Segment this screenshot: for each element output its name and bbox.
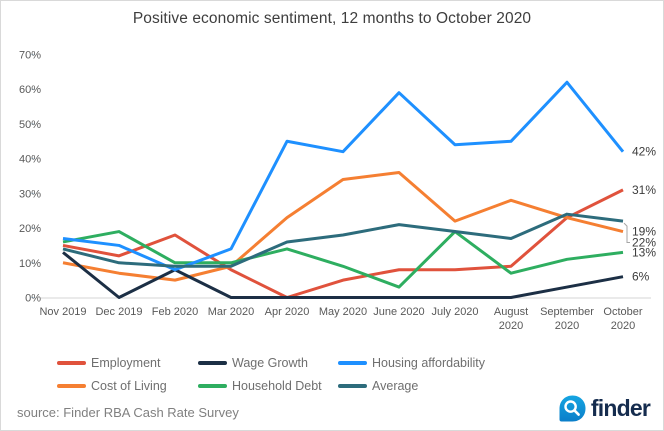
source-note: source: Finder RBA Cash Rate Survey — [17, 405, 239, 420]
series-line-wage-growth — [62, 251, 624, 299]
end-label-cost-of-living: 19% — [632, 225, 656, 239]
x-axis-label: May 2020 — [319, 306, 367, 318]
magnifier-icon — [559, 395, 586, 422]
legend-item-employment: Employment — [57, 356, 198, 370]
x-axis-label: Dec 2019 — [95, 306, 142, 318]
legend-swatch-employment — [57, 361, 86, 365]
x-axis-label: 2020 — [499, 320, 523, 332]
legend-label-cost-of-living: Cost of Living — [91, 379, 167, 393]
legend-swatch-household-debt — [198, 384, 227, 388]
finder-logo-text: finder — [590, 395, 651, 421]
legend-item-average: Average — [338, 379, 617, 393]
y-axis-label: 60% — [19, 84, 41, 96]
legend-label-wage-growth: Wage Growth — [232, 356, 308, 370]
legend-swatch-housing-affordability — [338, 361, 367, 365]
legend-label-household-debt: Household Debt — [232, 379, 322, 393]
y-axis-label: 10% — [19, 258, 41, 270]
series-line-housing-affordability — [62, 80, 625, 272]
x-axis-label: Nov 2019 — [39, 306, 86, 318]
end-label-leader-line — [623, 222, 630, 244]
y-axis-label: 50% — [19, 119, 41, 131]
x-axis-label: September — [540, 306, 594, 318]
x-axis-label: August — [494, 306, 528, 318]
end-label-average: 22% — [632, 236, 656, 250]
x-axis-label: Mar 2020 — [208, 306, 254, 318]
legend-label-employment: Employment — [91, 356, 161, 370]
series-line-average — [62, 212, 624, 268]
legend-item-housing-affordability: Housing affordability — [338, 356, 617, 370]
legend-label-average: Average — [372, 379, 419, 393]
legend-swatch-cost-of-living — [57, 384, 86, 388]
x-axis-label: October — [603, 306, 642, 318]
legend-label-housing-affordability: Housing affordability — [372, 356, 486, 370]
x-axis-label: Feb 2020 — [152, 306, 198, 318]
y-axis-label: 30% — [19, 188, 41, 200]
series-line-household-debt — [62, 230, 624, 289]
legend-item-wage-growth: Wage Growth — [198, 356, 338, 370]
legend-item-cost-of-living: Cost of Living — [57, 379, 198, 393]
x-axis-label: 2020 — [611, 320, 635, 332]
chart-legend: Employment Wage Growth Housing affordabili… — [57, 356, 617, 393]
legend-swatch-wage-growth — [198, 361, 227, 365]
legend-swatch-average — [338, 384, 367, 388]
legend-item-household-debt: Household Debt — [198, 379, 338, 393]
x-axis-label: June 2020 — [373, 306, 424, 318]
x-axis-label: 2020 — [555, 320, 579, 332]
sentiment-line-chart: 0% 10% 20% 30% 40% 50% 60% 70% Nov 2019 Dec 2019 F… — [19, 50, 656, 332]
end-label-housing-affordability: 42% — [632, 145, 656, 159]
finder-logo: finder — [559, 395, 651, 422]
chart-title: Positive economic sentiment, 12 months t… — [132, 10, 532, 27]
y-axis-label: 70% — [19, 50, 41, 62]
x-axis-label: Apr 2020 — [265, 306, 310, 318]
x-axis-label: July 2020 — [431, 306, 478, 318]
end-label-household-debt: 13% — [632, 245, 656, 259]
y-axis-label: 20% — [19, 223, 41, 235]
end-label-wage-growth: 6% — [632, 270, 650, 284]
y-axis-label: 40% — [19, 154, 41, 166]
series-line-employment — [62, 188, 624, 299]
y-axis-label: 0% — [25, 293, 41, 305]
end-label-employment: 31% — [632, 183, 656, 197]
